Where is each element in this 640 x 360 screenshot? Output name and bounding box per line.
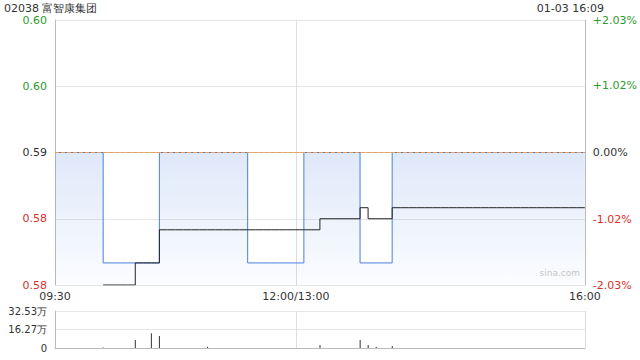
svg-text:+1.02%: +1.02% — [593, 79, 637, 92]
svg-text:09:30: 09:30 — [39, 290, 71, 303]
svg-text:-2.03%: -2.03% — [592, 278, 632, 292]
svg-text:0.00%: 0.00% — [593, 146, 628, 159]
svg-text:0: 0 — [41, 343, 47, 354]
svg-text:+2.03%: +2.03% — [593, 14, 637, 27]
svg-text:12:00/13:00: 12:00/13:00 — [262, 290, 329, 303]
svg-text:0.58: 0.58 — [22, 278, 47, 292]
svg-text:01-03 16:09: 01-03 16:09 — [536, 2, 604, 15]
svg-text:02038 富智康集团: 02038 富智康集团 — [4, 2, 98, 15]
svg-text:0.59: 0.59 — [23, 146, 48, 159]
svg-text:0.60: 0.60 — [23, 80, 48, 93]
svg-text:0.58: 0.58 — [23, 212, 48, 225]
svg-text:-1.02%: -1.02% — [593, 213, 632, 226]
svg-text:16.27万: 16.27万 — [8, 324, 47, 335]
svg-text:32.53万: 32.53万 — [8, 306, 47, 317]
svg-text:0.60: 0.60 — [23, 14, 48, 27]
svg-text:16:00: 16:00 — [569, 290, 601, 303]
